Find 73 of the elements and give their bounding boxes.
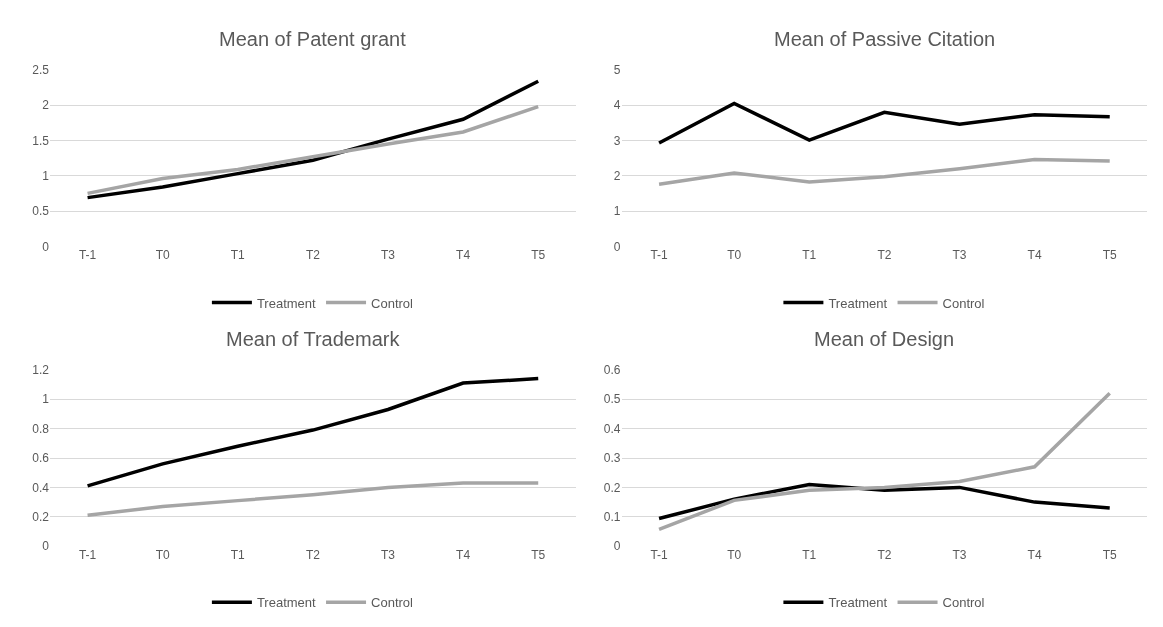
- y-tick-label: 0.8: [32, 421, 50, 436]
- y-tick-label: 0.4: [32, 480, 50, 495]
- x-tick-label: T5: [1102, 548, 1118, 563]
- y-tick-label: 2.5: [32, 63, 50, 78]
- y-tick-label: 0: [613, 539, 621, 554]
- x-tick-label: T1: [230, 248, 246, 263]
- y-tick-label: 4: [613, 98, 621, 113]
- y-tick-label: 1.5: [32, 133, 50, 148]
- line-series: [85, 481, 540, 518]
- legend-label: Control: [371, 295, 414, 311]
- x-tick-label: T3: [952, 248, 967, 263]
- x-tick-label: T-1: [78, 248, 97, 263]
- chart-title: Mean of Trademark: [226, 328, 401, 350]
- x-tick-label: T-1: [650, 548, 669, 563]
- y-tick-label: 5: [613, 63, 621, 78]
- line-series: [85, 104, 540, 196]
- x-tick-label: T1: [802, 548, 817, 563]
- y-tick-label: 0.5: [603, 392, 621, 407]
- y-tick-label: 0: [42, 239, 50, 254]
- x-tick-label: T-1: [78, 548, 97, 563]
- x-tick-label: T2: [877, 548, 892, 563]
- x-tick-label: T3: [381, 548, 396, 563]
- legend-label: Treatment: [256, 595, 317, 611]
- x-tick-label: T5: [531, 548, 546, 563]
- y-tick-label: 0: [613, 239, 621, 254]
- legend-label: Treatment: [256, 295, 317, 311]
- line-series: [657, 391, 1112, 532]
- legend-label: Treatment: [828, 295, 888, 311]
- x-tick-label: T2: [877, 248, 892, 263]
- x-tick-label: T4: [456, 248, 471, 263]
- line-series: [657, 157, 1112, 186]
- y-tick-label: 0.6: [32, 451, 50, 466]
- y-tick-label: 1.2: [32, 363, 50, 377]
- x-tick-label: T4: [1027, 248, 1042, 263]
- line-series: [85, 376, 540, 488]
- y-tick-label: 2: [613, 168, 621, 183]
- y-tick-label: 0.3: [603, 451, 621, 466]
- x-tick-label: T1: [802, 248, 817, 263]
- y-tick-label: 0.6: [603, 363, 621, 377]
- y-tick-label: 1: [42, 392, 50, 407]
- y-tick-label: 0.1: [603, 510, 621, 524]
- legend-label: Control: [942, 295, 985, 311]
- x-tick-label: T2: [305, 248, 321, 263]
- x-tick-label: T5: [531, 248, 546, 263]
- y-tick-label: 0.5: [32, 204, 50, 219]
- x-tick-label: T2: [305, 548, 321, 563]
- x-tick-label: T3: [952, 548, 967, 563]
- legend-label: Treatment: [828, 595, 888, 611]
- y-tick-label: 0: [42, 539, 50, 554]
- x-tick-label: T0: [155, 248, 170, 263]
- x-tick-label: T0: [727, 248, 742, 263]
- x-tick-label: T1: [230, 548, 246, 563]
- x-tick-label: T-1: [650, 248, 669, 263]
- y-tick-label: 2: [42, 98, 50, 113]
- chart-title: Mean of Design: [814, 328, 955, 350]
- x-tick-label: T4: [1027, 548, 1042, 563]
- y-tick-label: 0.4: [603, 421, 621, 436]
- y-tick-label: 3: [613, 133, 621, 148]
- y-tick-label: 0.2: [32, 510, 50, 524]
- y-tick-label: 1: [613, 204, 621, 219]
- chart-title: Mean of Patent grant: [219, 28, 407, 50]
- x-tick-label: T0: [155, 548, 170, 563]
- x-tick-label: T0: [727, 548, 742, 563]
- legend-label: Control: [371, 595, 414, 611]
- line-series: [657, 101, 1112, 145]
- chart-title: Mean of Passive Citation: [774, 28, 996, 50]
- x-tick-label: T4: [456, 548, 471, 563]
- x-tick-label: T5: [1102, 248, 1118, 263]
- y-tick-label: 1: [42, 168, 50, 183]
- legend-label: Control: [942, 595, 985, 611]
- x-tick-label: T3: [381, 248, 396, 263]
- line-series: [85, 79, 540, 200]
- y-tick-label: 0.2: [603, 480, 621, 495]
